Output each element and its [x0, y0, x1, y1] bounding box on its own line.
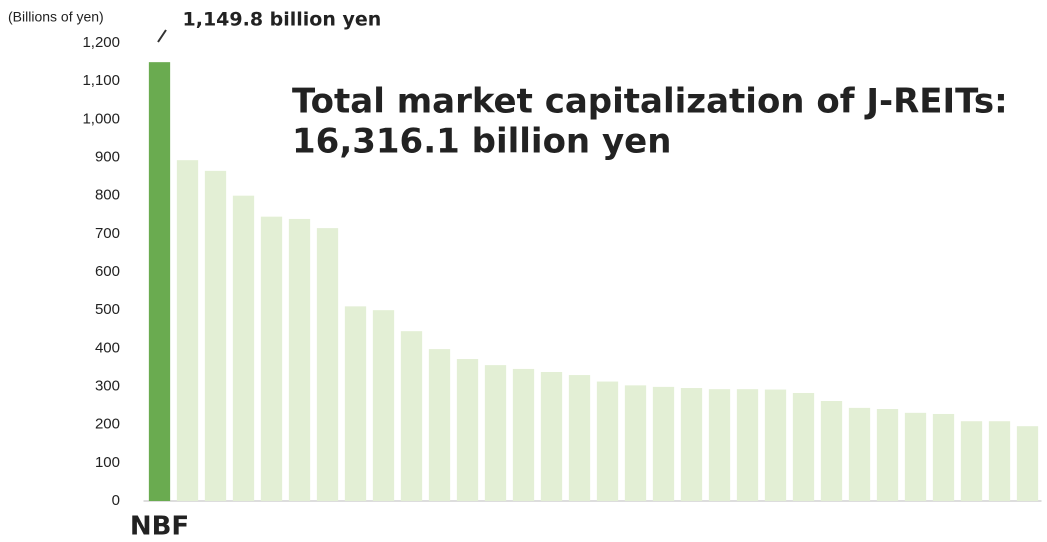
bar: [400, 331, 423, 501]
bar: [764, 389, 787, 501]
leader-line: [157, 29, 167, 43]
y-tick-label: 600: [95, 263, 120, 280]
bar: [568, 375, 591, 501]
y-tick-label: 400: [95, 339, 120, 356]
bar: [484, 365, 507, 501]
y-axis-label: (Billions of yen): [8, 9, 104, 25]
bar: [680, 388, 703, 501]
bar: [232, 195, 255, 501]
bar: [624, 385, 647, 501]
bar: [148, 62, 171, 501]
y-tick-label: 700: [95, 225, 120, 242]
y-tick-label: 300: [95, 377, 120, 394]
y-tick-label: 200: [95, 416, 120, 433]
y-tick-label: 1,100: [82, 72, 120, 89]
bar: [344, 306, 367, 501]
bar: [820, 401, 843, 501]
bar: [372, 310, 395, 501]
bar: [932, 413, 955, 501]
bar: [652, 386, 675, 501]
annotation: Total market capitalization of J-REITs:: [292, 82, 1008, 122]
bar: [736, 389, 759, 501]
bar: [512, 368, 535, 501]
y-tick-label: 100: [95, 454, 120, 471]
bar: [316, 228, 339, 501]
annotation: 16,316.1 billion yen: [292, 122, 671, 162]
y-tick-label: 1,200: [82, 34, 120, 51]
bar: [1016, 426, 1039, 501]
bar: [540, 371, 563, 501]
bar: [176, 160, 199, 501]
bar: [708, 389, 731, 501]
bar: [260, 216, 283, 502]
y-tick-label: 800: [95, 187, 120, 204]
value-label: 1,149.8 billion yen: [183, 9, 382, 31]
bar: [428, 349, 451, 501]
bar: [988, 421, 1011, 501]
bar: [904, 412, 927, 501]
bar: [960, 421, 983, 501]
bar: [204, 170, 227, 501]
bar: [288, 218, 311, 501]
bar: [792, 392, 815, 501]
bar: [456, 359, 479, 501]
y-tick-label: 1,000: [82, 110, 120, 127]
y-tick-label: 900: [95, 148, 120, 165]
bar: [596, 381, 619, 501]
y-tick-label: 0: [112, 492, 120, 509]
y-tick-label: 500: [95, 301, 120, 318]
bar: [848, 407, 871, 501]
x-tick-label: NBF: [130, 512, 189, 542]
bar: [876, 409, 899, 501]
